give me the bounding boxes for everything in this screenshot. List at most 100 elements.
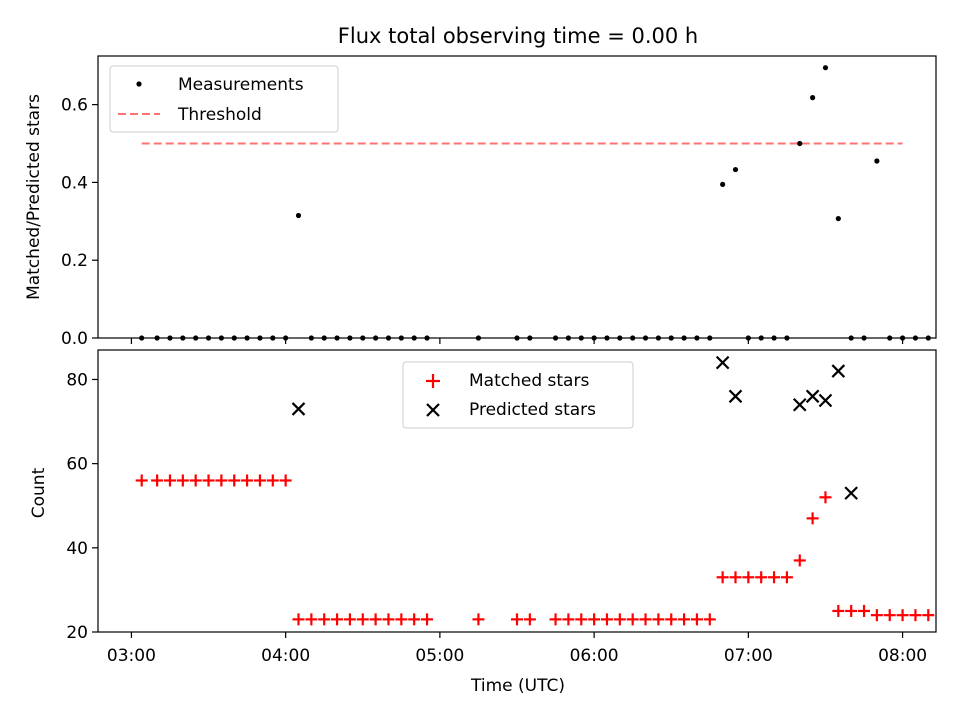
measurement-point — [771, 335, 777, 341]
measurement-point — [707, 335, 713, 341]
predicted-star-point — [844, 486, 858, 500]
x-tick-label: 03:00 — [107, 646, 156, 666]
matched-star-point — [588, 613, 601, 626]
matched-star-point — [369, 613, 382, 626]
measurement-point — [308, 335, 314, 341]
y-tick-label: 0.0 — [61, 329, 88, 349]
y-tick-label: 0.2 — [61, 251, 88, 271]
measurement-point — [899, 335, 906, 341]
matched-star-point — [639, 613, 652, 626]
x-tick-label: 08:00 — [878, 646, 927, 666]
measurement-point — [257, 335, 263, 341]
measurement-point — [617, 335, 623, 341]
matched-star-point — [318, 613, 331, 626]
bottom-x-axis-label: Time (UTC) — [470, 676, 565, 696]
top-marks — [139, 65, 931, 341]
matched-star-point — [909, 609, 922, 622]
measurement-point — [180, 335, 186, 341]
y-tick-label: 40 — [66, 539, 88, 559]
measurement-point — [552, 335, 559, 341]
x-tick-label: 04:00 — [261, 646, 310, 666]
x-tick-label: 05:00 — [415, 646, 464, 666]
matched-star-point — [292, 613, 305, 626]
matched-star-point — [896, 609, 909, 622]
predicted-star-point — [715, 355, 730, 370]
top-y-axis-label: Matched/Predicted stars — [24, 94, 44, 300]
matched-star-point — [382, 613, 395, 626]
measurement-point — [758, 335, 764, 341]
matched-legend-label: Matched stars — [469, 371, 589, 391]
predicted-legend-label: Predicted stars — [469, 400, 596, 420]
measurement-point — [527, 335, 533, 341]
predicted-legend-marker — [426, 403, 440, 417]
matched-star-point — [421, 613, 434, 626]
predicted-star-point — [792, 397, 807, 412]
measurement-point — [139, 335, 145, 341]
measurement-point — [270, 335, 276, 341]
matched-star-point — [806, 512, 819, 525]
matched-legend-marker — [426, 374, 440, 388]
measurement-point — [655, 335, 661, 341]
matched-star-point — [768, 571, 781, 584]
measurement-point — [848, 335, 854, 341]
measurement-point — [630, 335, 636, 341]
matched-star-point — [189, 474, 202, 487]
matched-star-point — [600, 613, 613, 626]
measurement-point — [385, 335, 392, 341]
measurement-point — [681, 335, 687, 341]
measurement-point — [398, 335, 404, 341]
matched-star-point — [575, 613, 588, 626]
matched-star-point — [678, 613, 691, 626]
matched-star-point — [665, 613, 678, 626]
y-tick-label: 60 — [66, 455, 88, 475]
measurement-point — [732, 166, 739, 173]
matched-star-point — [690, 613, 703, 626]
matched-star-point — [266, 474, 279, 487]
matched-star-point — [356, 613, 369, 626]
measurement-point — [218, 335, 224, 341]
measurement-point — [347, 335, 353, 341]
matched-star-point — [716, 571, 729, 584]
top-legend: Measurements Threshold — [109, 65, 339, 133]
y-tick-label: 80 — [66, 370, 88, 390]
measurement-point — [822, 65, 829, 71]
measurement-point — [912, 335, 919, 341]
matched-star-point — [408, 613, 421, 626]
measurement-point — [321, 335, 327, 341]
bottom-marks — [135, 355, 935, 626]
measurement-point — [283, 335, 289, 341]
measurement-point — [745, 335, 751, 341]
matched-star-point — [922, 609, 935, 622]
measurement-point — [360, 335, 366, 341]
measurement-point — [591, 335, 597, 341]
measurement-point — [874, 158, 880, 164]
measurement-point — [475, 335, 482, 341]
matched-star-point — [793, 554, 806, 567]
measurement-point — [797, 140, 803, 147]
bottom-plot-frame — [97, 349, 937, 633]
top-plot: 0.0 0.2 0.4 0.6 Matched/Predicted stars Mea… — [24, 55, 937, 349]
matched-star-point — [742, 571, 755, 584]
matched-star-point — [703, 613, 716, 626]
measurement-point — [668, 335, 674, 341]
measurement-point — [694, 335, 700, 341]
measurement-point — [642, 335, 649, 341]
x-tick-label: 07:00 — [724, 646, 773, 666]
matched-star-point — [279, 474, 292, 487]
measurement-point — [925, 335, 931, 341]
top-y-ticks: 0.0 0.2 0.4 0.6 — [61, 96, 98, 349]
matched-star-point — [729, 571, 742, 584]
matched-star-point — [549, 613, 562, 626]
measurement-point — [411, 335, 417, 341]
matched-star-point — [832, 604, 845, 617]
measurement-point — [373, 335, 379, 341]
matched-star-point — [305, 613, 318, 626]
matched-star-point — [176, 474, 189, 487]
measurements-legend-marker — [136, 81, 142, 87]
matched-star-point — [845, 604, 858, 617]
predicted-star-point — [728, 389, 743, 404]
matched-star-point — [151, 474, 164, 487]
measurement-point — [565, 335, 572, 341]
